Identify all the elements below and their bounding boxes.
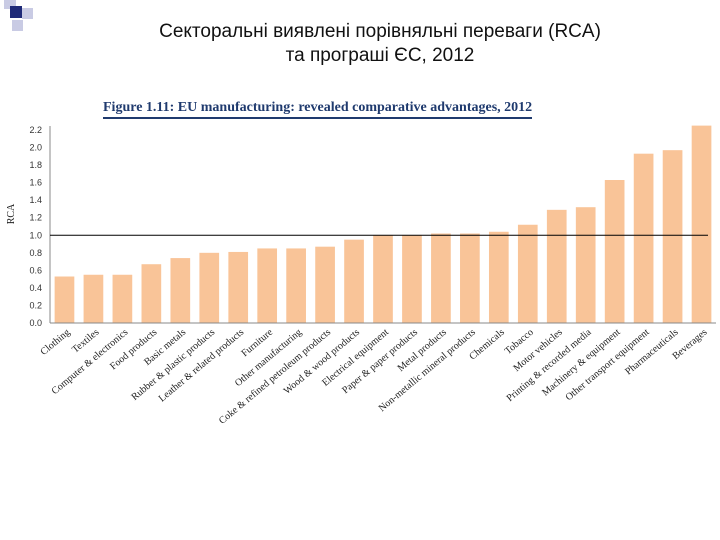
bar: [315, 246, 335, 323]
bar: [373, 235, 393, 323]
y-tick-label: 2.0: [29, 143, 42, 153]
y-tick-label: 2.2: [29, 125, 42, 135]
slide-title-line-2: та програші ЄС, 2012: [285, 45, 475, 66]
bar: [546, 209, 567, 323]
slide-title: Секторальні виявлені порівняльні переваг…: [40, 20, 720, 68]
bar: [112, 274, 133, 323]
corner-decoration: [4, 0, 33, 31]
y-tick-label: 0.2: [29, 300, 42, 310]
y-tick-label: 0.4: [29, 283, 42, 293]
bar: [460, 233, 480, 323]
bar: [141, 264, 162, 323]
y-tick-label: 0.6: [29, 265, 42, 275]
y-tick-label: 1.8: [29, 160, 42, 170]
bar: [488, 231, 509, 323]
bar: [402, 235, 422, 323]
y-tick-label: 1.0: [29, 230, 42, 240]
bar: [228, 251, 249, 323]
corner-square-light-a: [4, 0, 16, 9]
bar: [691, 125, 712, 323]
y-axis-label: RCA: [6, 203, 17, 224]
bar: [604, 180, 625, 323]
bar: [517, 224, 538, 323]
slide-title-line-1: Секторальні виявлені порівняльні переваг…: [159, 21, 601, 42]
y-tick-label: 0.8: [29, 248, 42, 258]
y-tick-label: 1.4: [29, 195, 42, 205]
bar: [199, 252, 220, 323]
bar: [54, 276, 75, 323]
y-tick-label: 1.6: [29, 178, 42, 188]
corner-square-dark-a: [10, 6, 22, 18]
bar: [344, 239, 364, 323]
bar: [257, 248, 278, 323]
bar: [286, 248, 306, 323]
bar: [575, 207, 596, 323]
bar: [662, 150, 683, 323]
figure-caption: Figure 1.11: EU manufacturing: revealed …: [103, 100, 533, 119]
corner-square-light-c: [12, 20, 23, 31]
bar: [83, 274, 104, 323]
y-tick-label: 1.2: [29, 213, 42, 223]
y-tick-label: 0.0: [29, 318, 42, 328]
bar: [431, 233, 451, 323]
corner-square-light-b: [22, 8, 33, 19]
x-category-label: Clothing: [39, 327, 73, 358]
bar: [633, 153, 654, 323]
bar: [170, 258, 191, 323]
